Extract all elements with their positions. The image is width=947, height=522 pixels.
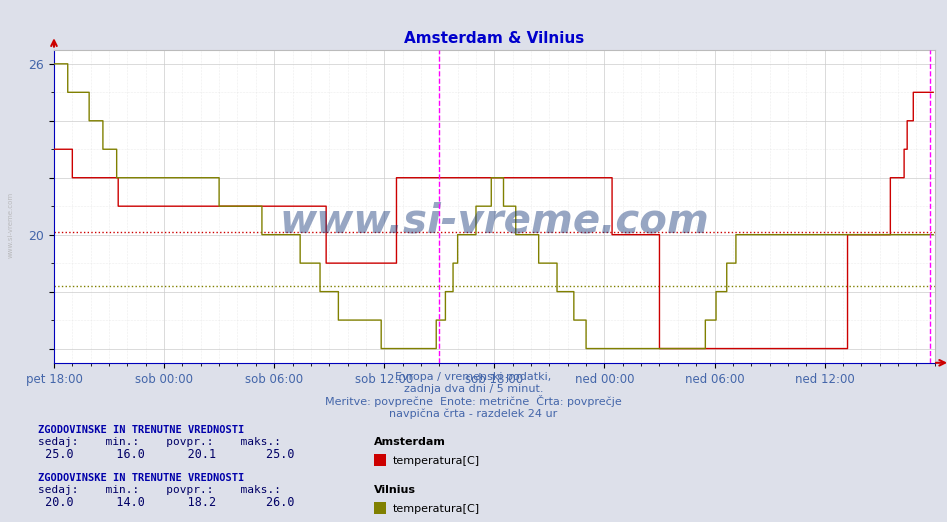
Text: www.si-vreme.com: www.si-vreme.com [279, 202, 709, 242]
Text: sedaj:    min.:    povpr.:    maks.:: sedaj: min.: povpr.: maks.: [38, 485, 281, 495]
Text: temperatura[C]: temperatura[C] [393, 456, 480, 466]
Text: sedaj:    min.:    povpr.:    maks.:: sedaj: min.: povpr.: maks.: [38, 437, 281, 447]
Text: ZGODOVINSKE IN TRENUTNE VREDNOSTI: ZGODOVINSKE IN TRENUTNE VREDNOSTI [38, 425, 244, 435]
Text: temperatura[C]: temperatura[C] [393, 504, 480, 514]
Text: Evropa / vremenski podatki,: Evropa / vremenski podatki, [396, 372, 551, 382]
Text: www.si-vreme.com: www.si-vreme.com [8, 192, 13, 257]
Text: Meritve: povprečne  Enote: metrične  Črta: povprečje: Meritve: povprečne Enote: metrične Črta:… [325, 395, 622, 407]
Text: 25.0      16.0      20.1       25.0: 25.0 16.0 20.1 25.0 [38, 448, 295, 461]
Text: navpična črta - razdelek 24 ur: navpična črta - razdelek 24 ur [389, 408, 558, 419]
Text: Amsterdam: Amsterdam [374, 437, 446, 447]
Text: ZGODOVINSKE IN TRENUTNE VREDNOSTI: ZGODOVINSKE IN TRENUTNE VREDNOSTI [38, 473, 244, 483]
Text: zadnja dva dni / 5 minut.: zadnja dva dni / 5 minut. [403, 384, 544, 394]
Text: 20.0      14.0      18.2       26.0: 20.0 14.0 18.2 26.0 [38, 496, 295, 509]
Text: Vilnius: Vilnius [374, 485, 416, 495]
Title: Amsterdam & Vilnius: Amsterdam & Vilnius [404, 31, 584, 45]
